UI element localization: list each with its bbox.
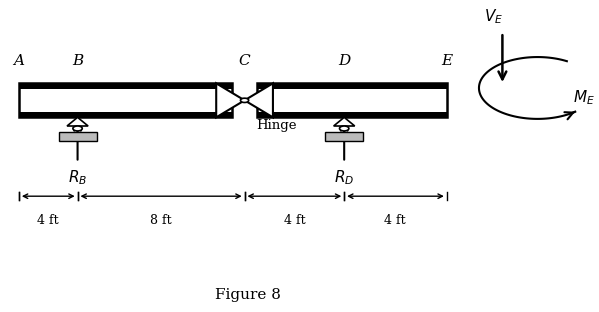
Text: D: D [338, 54, 350, 68]
Text: $M_E$: $M_E$ [573, 88, 595, 107]
Text: Figure 8: Figure 8 [214, 288, 280, 302]
Bar [59, 132, 96, 141]
Text: B: B [72, 54, 83, 68]
Text: E: E [441, 54, 452, 68]
Text: $R_D$: $R_D$ [334, 169, 355, 188]
Text: 4 ft: 4 ft [385, 214, 406, 227]
Circle shape [340, 126, 349, 131]
Text: 4 ft: 4 ft [38, 214, 59, 227]
Polygon shape [216, 83, 244, 117]
Polygon shape [244, 83, 273, 117]
Bar [19, 83, 232, 89]
Text: $R_B$: $R_B$ [68, 169, 87, 188]
Text: 8 ft: 8 ft [150, 214, 171, 227]
Text: A: A [13, 54, 25, 68]
Circle shape [73, 126, 82, 131]
Bar [258, 112, 447, 117]
Text: 4 ft: 4 ft [283, 214, 305, 227]
Circle shape [240, 98, 249, 103]
Polygon shape [67, 117, 88, 126]
Bar [19, 112, 232, 117]
Text: Hinge: Hinge [256, 119, 297, 132]
Polygon shape [334, 117, 355, 126]
Bar [19, 83, 232, 117]
Text: C: C [239, 54, 250, 68]
Bar [258, 83, 447, 89]
Bar [258, 83, 447, 117]
Bar [325, 132, 363, 141]
Text: $V_E$: $V_E$ [484, 7, 503, 26]
